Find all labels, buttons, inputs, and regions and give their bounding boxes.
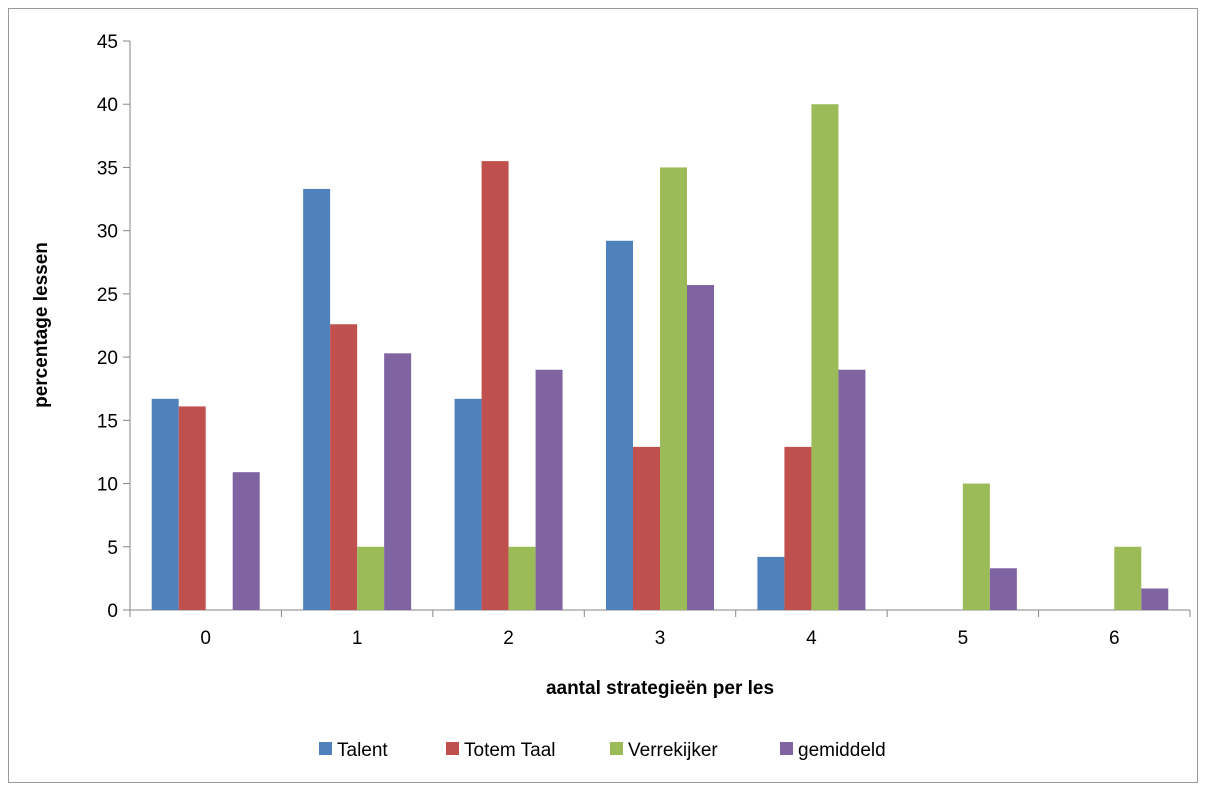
y-axis: 0 5 10 15 20 25 30 35 40 45 — [97, 32, 131, 622]
bar-talent-3 — [606, 240, 633, 610]
y-tick-label: 45 — [97, 32, 118, 53]
bar-gemiddeld-1 — [384, 353, 412, 610]
bar-verrekijker-4 — [811, 104, 839, 610]
bar-verrekijker-6 — [1114, 546, 1142, 610]
bar-totem-taal-3 — [633, 446, 660, 610]
chart-frame — [8, 8, 1198, 783]
bar-gemiddeld-6 — [1141, 588, 1169, 610]
x-tick-label: 5 — [958, 628, 969, 649]
y-axis-title: percentage lessen — [31, 242, 52, 408]
bar-talent-1 — [303, 188, 331, 610]
bar-gemiddeld-0 — [232, 472, 260, 610]
legend-swatch-totem-taal — [446, 742, 459, 755]
legend-label: Talent — [337, 740, 388, 761]
x-tick-label: 4 — [806, 628, 817, 649]
bar-gemiddeld-2 — [535, 369, 563, 610]
y-tick-label: 25 — [97, 285, 118, 306]
x-tick-label: 2 — [503, 628, 514, 649]
x-tick-label: 0 — [200, 628, 211, 649]
legend-swatch-gemiddeld — [780, 742, 793, 755]
legend-label: Verrekijker — [628, 740, 718, 761]
bar-verrekijker-3 — [660, 167, 687, 610]
y-tick-label: 40 — [97, 95, 118, 116]
bar-totem-taal-0 — [178, 406, 206, 610]
bar-gemiddeld-3 — [687, 285, 714, 610]
legend-swatch-talent — [319, 742, 332, 755]
x-tick-label: 1 — [352, 628, 363, 649]
bar-talent-0 — [151, 398, 179, 610]
bar-gemiddeld-4 — [838, 369, 866, 610]
bar-totem-taal-4 — [784, 446, 812, 610]
x-axis-title: aantal strategieën per les — [546, 678, 774, 699]
bar-totem-taal-2 — [481, 161, 509, 610]
bar-totem-taal-1 — [330, 324, 358, 610]
legend-label: Totem Taal — [464, 740, 556, 761]
bar-talent-2 — [454, 398, 482, 610]
y-tick-label: 35 — [97, 158, 118, 179]
x-tick-label: 3 — [655, 628, 666, 649]
x-tick-label: 6 — [1109, 628, 1120, 649]
y-tick-label: 10 — [97, 475, 118, 496]
y-tick-label: 0 — [107, 601, 118, 622]
legend: Talent Totem Taal Verrekijker gemiddeld — [319, 740, 886, 761]
y-tick-label: 30 — [97, 222, 118, 243]
legend-label: gemiddeld — [798, 740, 886, 761]
y-tick-label: 5 — [107, 538, 118, 559]
bar-talent-4 — [757, 556, 785, 610]
bars — [151, 104, 1169, 610]
y-tick-label: 15 — [97, 411, 118, 432]
x-axis: 0 1 2 3 4 5 6 — [129, 609, 1191, 649]
bar-gemiddeld-5 — [989, 568, 1017, 610]
legend-swatch-verrekijker — [610, 742, 623, 755]
bar-verrekijker-5 — [962, 483, 990, 610]
bar-verrekijker-2 — [508, 546, 536, 610]
y-tick-label: 20 — [97, 348, 118, 369]
bar-verrekijker-1 — [357, 546, 385, 610]
